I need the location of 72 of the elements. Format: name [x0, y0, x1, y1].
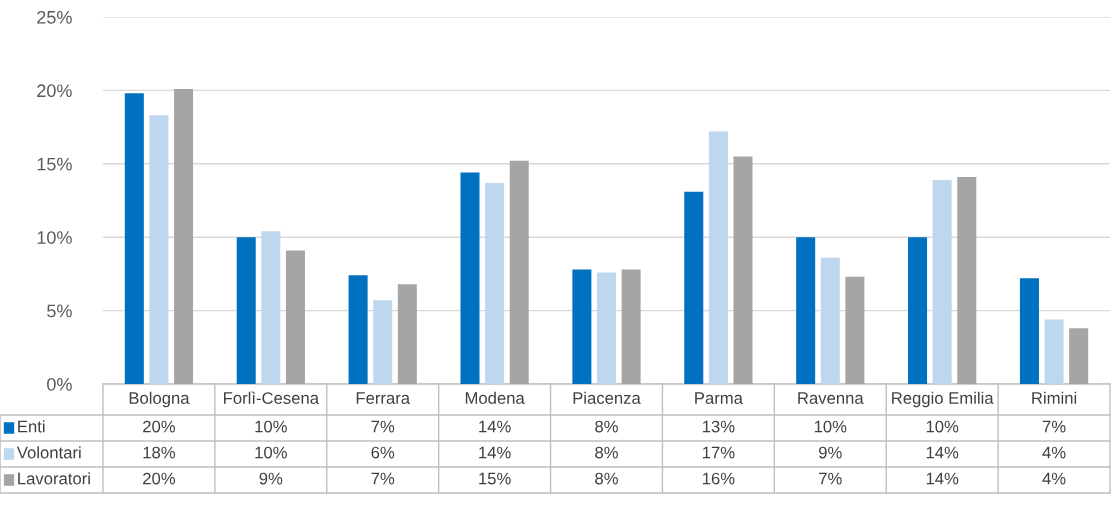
- y-tick-label: 15%: [37, 157, 72, 171]
- bar: [932, 179, 952, 384]
- data-label: 9%: [259, 472, 283, 485]
- data-label: 7%: [371, 420, 395, 433]
- bar: [908, 237, 928, 384]
- data-label: 10%: [255, 446, 287, 459]
- data-label: 4%: [1042, 446, 1066, 459]
- data-label: 7%: [819, 472, 842, 485]
- data-label: 14%: [926, 472, 959, 485]
- data-label: 7%: [371, 472, 395, 485]
- bar: [684, 191, 704, 384]
- bar: [820, 257, 840, 384]
- bar: [348, 275, 368, 384]
- data-label: 15%: [479, 472, 511, 485]
- x-tick-label: Piacenza: [573, 391, 641, 404]
- data-label: 6%: [371, 446, 395, 459]
- x-tick-label: Ferrara: [356, 392, 411, 404]
- y-tick-label: 0%: [47, 377, 72, 391]
- bar: [460, 172, 480, 384]
- bar: [485, 182, 505, 384]
- bar: [708, 131, 728, 384]
- bar: [733, 156, 753, 384]
- bar: [957, 177, 977, 384]
- data-label: 8%: [595, 420, 618, 433]
- bar: [149, 115, 169, 384]
- bar: [1069, 328, 1089, 384]
- data-label: 20%: [143, 420, 176, 433]
- bar: [373, 300, 393, 384]
- data-label: 17%: [702, 446, 735, 459]
- x-tick-label: Reggio Emilia: [892, 391, 994, 408]
- data-label: 10%: [926, 420, 959, 433]
- legend-label: Enti: [18, 420, 45, 433]
- x-tick-label: Bologna: [129, 391, 190, 408]
- data-label: 10%: [814, 420, 847, 433]
- data-label: 14%: [479, 420, 511, 433]
- bar: [236, 237, 256, 384]
- bar: [1044, 319, 1064, 384]
- bar: [285, 250, 305, 384]
- y-tick-label: 5%: [47, 304, 72, 318]
- bar: [845, 276, 865, 384]
- x-tick-label: Forlì-Cesena: [224, 391, 319, 404]
- data-label: 8%: [595, 472, 618, 485]
- legend-label: Lavoratori: [18, 472, 90, 485]
- data-label: 4%: [1042, 472, 1066, 485]
- bar: [1019, 278, 1039, 384]
- data-label: 9%: [819, 446, 842, 459]
- x-tick-label: Modena: [465, 391, 525, 404]
- data-label: 10%: [255, 420, 287, 433]
- bar: [124, 93, 144, 384]
- bar: [621, 269, 641, 384]
- y-tick-label: 10%: [37, 231, 72, 244]
- legend-label: Volontari: [16, 446, 81, 459]
- data-label: 13%: [702, 420, 735, 433]
- bar: [261, 231, 281, 384]
- data-label: 7%: [1042, 420, 1066, 433]
- data-label: 14%: [926, 446, 959, 459]
- bar: [596, 272, 617, 384]
- bar: [397, 284, 417, 384]
- x-tick-label: Rimini: [1032, 391, 1077, 404]
- y-tick-label: 25%: [37, 10, 72, 24]
- y-tick-label: 20%: [37, 84, 72, 98]
- bar: [796, 237, 816, 384]
- bar: [174, 88, 194, 384]
- bar: [572, 269, 592, 384]
- data-label: 16%: [702, 472, 735, 485]
- data-label: 14%: [479, 446, 511, 459]
- data-label: 18%: [143, 446, 176, 459]
- x-tick-label: Ravenna: [798, 392, 864, 404]
- x-tick-label: Parma: [695, 392, 743, 404]
- data-label: 20%: [143, 472, 176, 485]
- data-label: 8%: [595, 446, 618, 459]
- bar: [509, 160, 529, 384]
